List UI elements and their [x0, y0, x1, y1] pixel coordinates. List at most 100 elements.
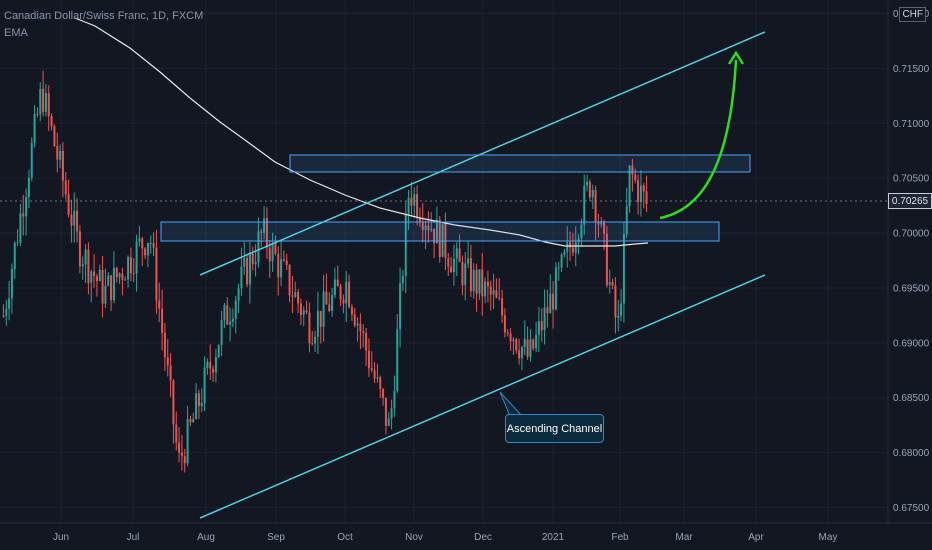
candle-body — [552, 293, 555, 310]
candle-body — [495, 290, 498, 298]
candle-body — [305, 310, 308, 313]
candle-body — [467, 258, 470, 264]
candle-body — [501, 298, 504, 316]
candle-body — [577, 238, 580, 243]
candle-body — [588, 181, 591, 198]
candle-body — [458, 248, 461, 262]
candle-body — [325, 291, 328, 305]
candle-body — [220, 319, 223, 345]
candle-body — [203, 368, 206, 404]
candle-body — [135, 241, 138, 274]
candle-body — [44, 93, 47, 112]
candle-body — [110, 275, 113, 301]
candle-body — [339, 286, 342, 300]
candle-body — [537, 321, 540, 335]
candle-body — [600, 221, 603, 225]
support-zone[interactable] — [160, 221, 720, 242]
candle-body — [263, 218, 266, 233]
candle-body — [382, 389, 385, 398]
candle-body — [223, 305, 226, 320]
resistance-zone[interactable] — [289, 154, 751, 173]
candle-body — [214, 357, 217, 373]
candle-body — [93, 271, 96, 277]
candle-body — [557, 267, 560, 269]
indicator-label[interactable]: EMA — [4, 27, 28, 39]
currency-label[interactable]: CHF — [899, 7, 926, 22]
candle-body — [67, 194, 70, 215]
candle-body — [620, 303, 623, 316]
candle-body — [33, 114, 36, 143]
candle-body — [243, 257, 246, 267]
candle-body — [282, 259, 285, 261]
candle-body — [608, 282, 611, 286]
bullish-arrow[interactable] — [659, 59, 738, 220]
candle-body — [59, 150, 62, 160]
candle-body — [384, 397, 387, 426]
candle-body — [299, 303, 302, 315]
candle-body — [642, 185, 645, 192]
candle-body — [180, 452, 183, 457]
candles-layer[interactable] — [2, 70, 648, 473]
candle-body — [277, 253, 280, 278]
candle-body — [637, 180, 640, 202]
candle-body — [370, 368, 373, 371]
candle-body — [285, 260, 288, 266]
candle-body — [452, 258, 455, 273]
candle-body — [172, 380, 175, 425]
candle-body — [520, 347, 523, 359]
candle-body — [27, 177, 30, 198]
candle-body — [19, 213, 22, 243]
candle-body — [535, 334, 538, 349]
channel-lower-line[interactable] — [199, 274, 766, 519]
candle-body — [197, 393, 200, 407]
candle-body — [149, 242, 152, 244]
candle-body — [42, 89, 45, 112]
candle-body — [586, 181, 589, 186]
candle-body — [345, 281, 348, 304]
price-tick-label: 0.67500 — [893, 503, 930, 514]
candle-body — [132, 273, 135, 275]
time-axis[interactable]: Jun Jul Aug Sep Oct Nov Dec 2021 Feb Mar Apr May — [53, 532, 838, 543]
candle-body — [311, 343, 314, 345]
time-tick-label: Nov — [405, 532, 423, 543]
candle-body — [265, 218, 268, 248]
price-tick-label: 0.70000 — [893, 229, 930, 240]
candle-body — [410, 197, 413, 206]
candle-body — [475, 269, 478, 294]
candle-body — [580, 224, 583, 239]
candle-body — [246, 257, 249, 285]
candle-body — [353, 314, 356, 326]
candle-body — [297, 292, 300, 304]
candle-body — [189, 419, 192, 423]
symbol-title[interactable]: Canadian Dollar/Swiss Franc, 1D, FXCM — [4, 10, 204, 22]
candle-body — [350, 306, 353, 315]
candle-body — [118, 273, 121, 278]
candle-body — [84, 249, 87, 265]
candle-body — [617, 315, 620, 318]
candle-body — [98, 269, 101, 281]
candle-body — [81, 264, 84, 267]
candle-body — [509, 333, 512, 342]
candle-body — [512, 339, 515, 342]
channel-upper-line[interactable] — [199, 31, 766, 276]
candle-body — [546, 307, 549, 314]
candle-body — [461, 261, 464, 286]
candle-body — [413, 194, 416, 206]
candle-body — [484, 281, 487, 297]
candle-body — [144, 248, 147, 256]
candle-body — [39, 89, 42, 115]
candle-body — [87, 249, 90, 283]
candle-body — [70, 214, 73, 226]
candle-body — [30, 142, 33, 178]
candle-body — [163, 332, 166, 358]
candle-body — [489, 286, 492, 295]
candle-body — [268, 247, 271, 262]
candle-body — [231, 319, 234, 322]
candle-body — [401, 276, 404, 284]
candle-body — [591, 190, 594, 198]
candle-body — [25, 197, 28, 217]
candle-body — [16, 242, 19, 244]
ascending-channel-callout[interactable]: Ascending Channel — [505, 414, 604, 443]
candle-body — [441, 223, 444, 257]
